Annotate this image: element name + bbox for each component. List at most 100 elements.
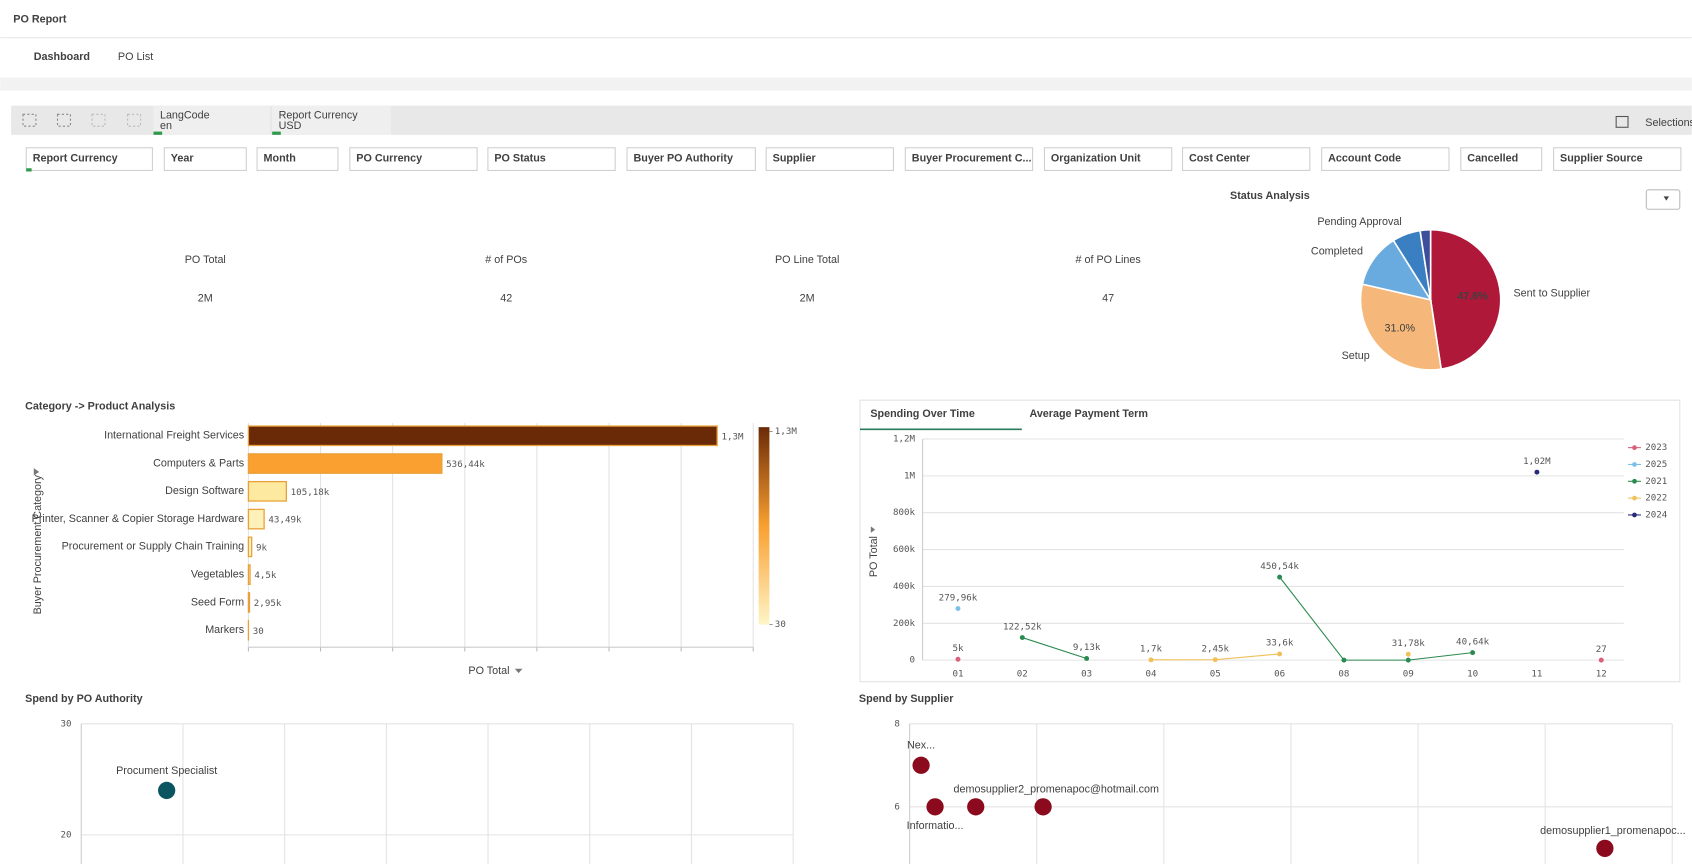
- filter-box[interactable]: [25, 147, 153, 171]
- data-point: [1405, 651, 1411, 657]
- data-label: 33,6k: [1266, 638, 1294, 649]
- x-tick-label: 10: [1467, 669, 1478, 680]
- colorbar: [758, 427, 770, 625]
- selections[interactable]: Selections: [1645, 117, 1692, 129]
- expand-arrow[interactable]: [33, 468, 40, 476]
- y-tick-label: 20: [60, 829, 71, 840]
- chart-tab[interactable]: Spending Over Time: [870, 408, 975, 420]
- value-label: 4,5k: [254, 570, 277, 581]
- category-label: Vegetables: [191, 568, 244, 580]
- scatter-point[interactable]: [967, 798, 985, 816]
- axis-title[interactable]: PO Total: [468, 665, 509, 677]
- y-tick-label: 30: [60, 718, 71, 729]
- icon[interactable]: [56, 113, 71, 127]
- filter-box[interactable]: [1182, 147, 1311, 171]
- point-label: Procument Specialist: [116, 765, 217, 777]
- chart-title: Spend by Supplier: [859, 693, 954, 705]
- filter-label: Month: [264, 152, 296, 164]
- filter-label: Supplier: [773, 152, 817, 164]
- field-label: LangCode: [160, 109, 210, 121]
- category-label: Procurement or Supply Chain Training: [62, 541, 245, 553]
- legend-label: 2024: [1645, 509, 1668, 520]
- kpi-label: PO Total: [185, 254, 226, 266]
- x-tick-label: 12: [1596, 669, 1607, 680]
- kpi-value: 47: [1102, 293, 1114, 305]
- filter-label: Organization Unit: [1051, 152, 1141, 164]
- field-value: en: [160, 120, 172, 132]
- chart-tab[interactable]: Average Payment Term: [1029, 408, 1147, 420]
- icon[interactable]: [1615, 115, 1629, 128]
- data-label: 2,45k: [1202, 643, 1230, 654]
- toolbar-field[interactable]: [153, 105, 270, 135]
- x-tick-label: 11: [1531, 669, 1542, 680]
- icon[interactable]: [22, 113, 37, 127]
- filter-box[interactable]: [487, 147, 616, 171]
- slice-label: Pending Approval: [1317, 216, 1401, 228]
- scatter-point[interactable]: [158, 781, 176, 800]
- axis-title: Buyer Procurement Category: [32, 474, 44, 614]
- bar: [247, 592, 251, 613]
- x-tick-label: 04: [1145, 669, 1157, 680]
- bar: [247, 536, 253, 558]
- y-tick-label: 1,2M: [893, 434, 916, 445]
- bar: [247, 453, 443, 474]
- expand-arrow[interactable]: [870, 526, 876, 533]
- filter-box[interactable]: [904, 147, 1034, 171]
- bar: [247, 480, 287, 502]
- filter-box[interactable]: [1460, 147, 1543, 171]
- filter-label: Cost Center: [1189, 152, 1251, 164]
- icon[interactable]: [91, 113, 106, 127]
- filter-box[interactable]: [1553, 147, 1682, 171]
- filter-box[interactable]: [1321, 147, 1450, 171]
- legend-dot: [1632, 512, 1637, 518]
- scatter-point[interactable]: [912, 756, 930, 774]
- y-tick-label: 400k: [893, 581, 916, 592]
- filter-label: Supplier Source: [1560, 152, 1643, 164]
- kpi-label: # of POs: [485, 254, 527, 266]
- scatter-point[interactable]: [926, 798, 944, 816]
- slice-label: Completed: [1311, 246, 1363, 258]
- scatter-point[interactable]: [1596, 839, 1614, 857]
- filter-box[interactable]: [163, 147, 247, 171]
- axis-title: PO Total: [868, 536, 880, 577]
- filter-box[interactable]: [256, 147, 339, 171]
- panel: [859, 399, 1681, 683]
- slice-label: Sent to Supplier: [1513, 287, 1590, 299]
- x-tick-label: 01: [952, 669, 963, 680]
- pie-slice: [1429, 228, 1502, 371]
- scatter-point[interactable]: [1034, 798, 1052, 816]
- field-label: Report Currency: [279, 109, 359, 121]
- data-point: [1084, 655, 1090, 661]
- icon[interactable]: [127, 113, 142, 127]
- legend-label: 2025: [1645, 459, 1667, 470]
- dropdown[interactable]: [1645, 189, 1681, 210]
- bar: [247, 508, 265, 530]
- kpi-value: 2M: [198, 293, 213, 305]
- colorbar-label: 30: [775, 619, 786, 630]
- filter-box[interactable]: [349, 147, 478, 171]
- filter-box[interactable]: [765, 147, 894, 171]
- tab[interactable]: PO List: [118, 51, 153, 63]
- category-label: Seed Form: [191, 596, 244, 608]
- data-point: [955, 606, 961, 612]
- x-tick-label: 06: [1274, 669, 1285, 680]
- filter-box[interactable]: [1043, 147, 1173, 171]
- filter-label: Year: [171, 152, 195, 164]
- slice-value: 31.0%: [1385, 322, 1416, 334]
- tab[interactable]: Dashboard: [34, 51, 90, 63]
- x-tick-label: 09: [1403, 669, 1414, 680]
- filter-box[interactable]: [626, 147, 756, 171]
- page-title: PO Report: [13, 13, 67, 25]
- point-label: Informatio...: [907, 820, 964, 832]
- data-label: 1,02M: [1523, 456, 1551, 467]
- value-label: 1,3M: [721, 431, 744, 442]
- toolbar-field[interactable]: [272, 105, 391, 135]
- sort-arrow[interactable]: [514, 668, 523, 674]
- x-tick-label: 02: [1017, 669, 1028, 680]
- bar: [247, 564, 251, 586]
- point-label: demosupplier1_promenapoc...: [1540, 825, 1685, 837]
- y-tick-label: 200k: [893, 618, 916, 629]
- value-label: 105,18k: [291, 487, 330, 498]
- y-tick-label: 800k: [893, 507, 916, 518]
- legend-dot: [1632, 462, 1637, 467]
